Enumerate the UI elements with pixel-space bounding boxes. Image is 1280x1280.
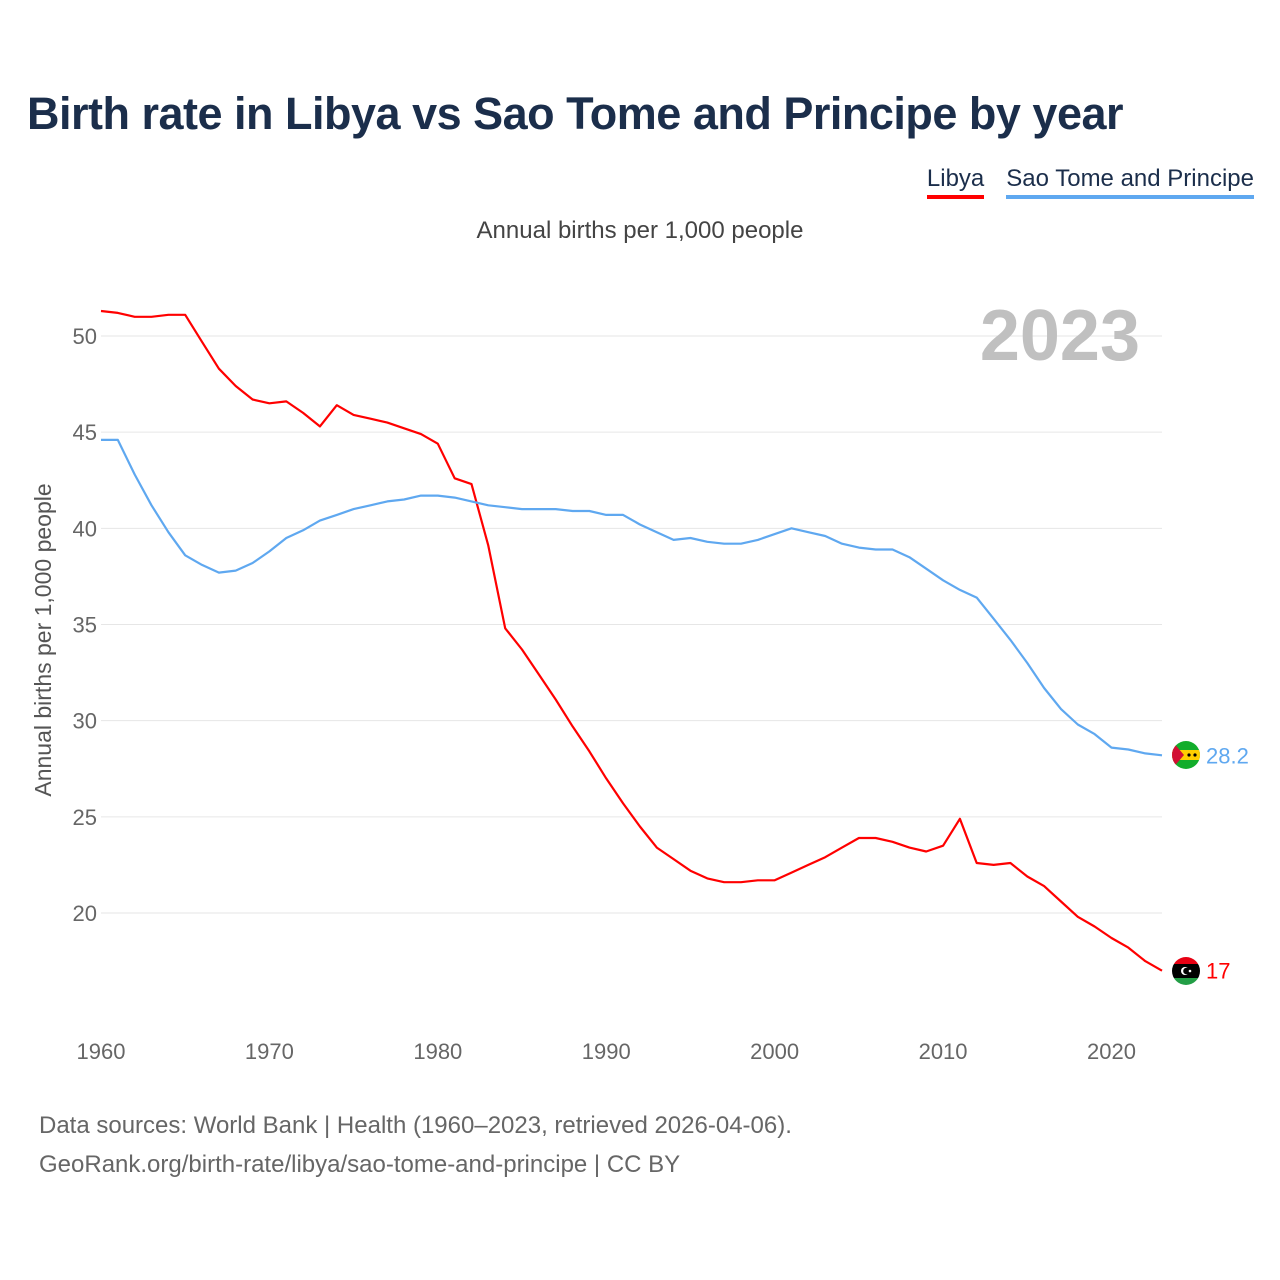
- y-tick-label: 45: [73, 420, 97, 445]
- y-tick-label: 30: [73, 709, 97, 734]
- source-note: Data sources: World Bank | Health (1960–…: [39, 1106, 792, 1184]
- legend: Libya Sao Tome and Principe: [926, 165, 1254, 199]
- series-line-sao-tome-and-principe: [101, 438, 1163, 757]
- x-tick-label: 1970: [245, 1039, 294, 1064]
- source-link[interactable]: GeoRank.org/birth-rate/libya/sao-tome-an…: [39, 1151, 681, 1178]
- x-tick-label: 1960: [77, 1039, 126, 1064]
- sao-tome-flag-icon: [1172, 741, 1200, 769]
- x-tick-label: 2010: [919, 1039, 968, 1064]
- series-line-libya: [100, 309, 1163, 972]
- y-tick-label: 50: [73, 324, 97, 349]
- y-tick-label: 20: [73, 901, 97, 926]
- end-value-label: 28.2: [1206, 743, 1249, 768]
- legend-item-libya[interactable]: Libya: [926, 165, 985, 199]
- x-tick-label: 1990: [582, 1039, 631, 1064]
- y-tick-label: 35: [73, 613, 97, 638]
- year-watermark: 2023: [980, 296, 1140, 376]
- legend-item-sao-tome[interactable]: Sao Tome and Principe: [1006, 165, 1254, 199]
- x-tick-label: 2020: [1087, 1039, 1136, 1064]
- chart-title: Birth rate in Libya vs Sao Tome and Prin…: [27, 88, 1124, 139]
- x-tick-label: 2000: [750, 1039, 799, 1064]
- y-axis-label: Annual births per 1,000 people: [30, 483, 56, 796]
- source-line-1: Data sources: World Bank | Health (1960–…: [39, 1112, 792, 1139]
- libya-flag-icon: [1172, 957, 1200, 985]
- y-tick-label: 40: [73, 516, 97, 541]
- x-tick-label: 1980: [413, 1039, 462, 1064]
- end-value-label: 17: [1206, 959, 1230, 984]
- y-tick-label: 25: [73, 805, 97, 830]
- chart-subtitle: Annual births per 1,000 people: [476, 217, 804, 244]
